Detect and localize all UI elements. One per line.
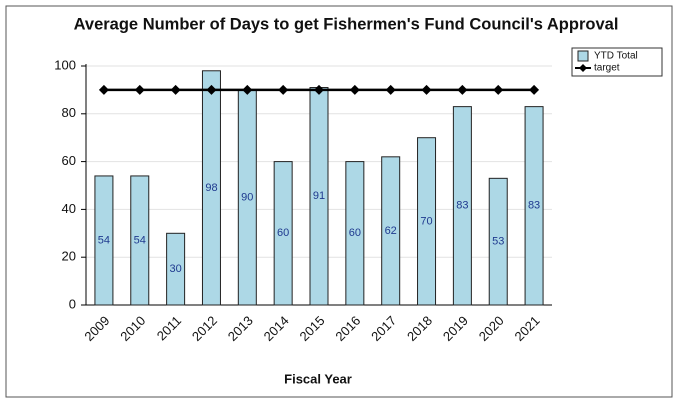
bar	[345, 161, 365, 306]
legend-label: target	[594, 63, 620, 74]
target-marker	[98, 84, 109, 95]
bar	[452, 106, 472, 306]
y-tick-label: 60	[62, 153, 76, 168]
target-marker	[385, 84, 396, 95]
target-marker	[457, 84, 468, 95]
target-marker	[349, 84, 360, 95]
legend-swatch	[577, 50, 589, 62]
bar	[94, 175, 114, 306]
bar	[524, 106, 544, 306]
value-label: 54	[134, 234, 146, 246]
bar	[130, 175, 150, 306]
y-tick-label: 80	[62, 105, 76, 120]
legend-marker	[579, 64, 587, 72]
value-label: 62	[385, 225, 397, 237]
value-label: 83	[456, 200, 468, 212]
value-label: 30	[169, 263, 181, 275]
value-label: 54	[98, 234, 110, 246]
chart-title: Average Number of Days to get Fishermen'…	[74, 15, 619, 33]
x-axis-label: Fiscal Year	[284, 371, 352, 386]
target-marker	[421, 84, 432, 95]
bar	[488, 177, 508, 306]
bar	[201, 70, 221, 306]
value-label: 90	[241, 191, 253, 203]
value-label: 60	[277, 227, 289, 239]
bar	[273, 161, 293, 306]
target-marker	[493, 84, 504, 95]
y-tick-label: 20	[62, 249, 76, 264]
target-marker	[278, 84, 289, 95]
bar	[417, 137, 437, 306]
target-marker	[529, 84, 540, 95]
target-marker	[242, 84, 253, 95]
value-label: 91	[313, 190, 325, 202]
value-label: 98	[205, 182, 217, 194]
y-tick-label: 40	[62, 201, 76, 216]
target-marker	[206, 84, 217, 95]
target-marker	[134, 84, 145, 95]
value-label: 53	[492, 236, 504, 248]
chart-frame	[5, 5, 673, 398]
bar	[166, 232, 186, 306]
target-marker	[170, 84, 181, 95]
y-tick-label: 0	[69, 296, 76, 311]
target-marker	[314, 84, 324, 95]
value-label: 70	[420, 215, 432, 227]
legend-label: YTD Total	[594, 51, 638, 62]
bar	[381, 156, 401, 306]
y-tick-label: 100	[54, 57, 76, 72]
value-label: 83	[528, 200, 540, 212]
value-label: 60	[349, 227, 361, 239]
